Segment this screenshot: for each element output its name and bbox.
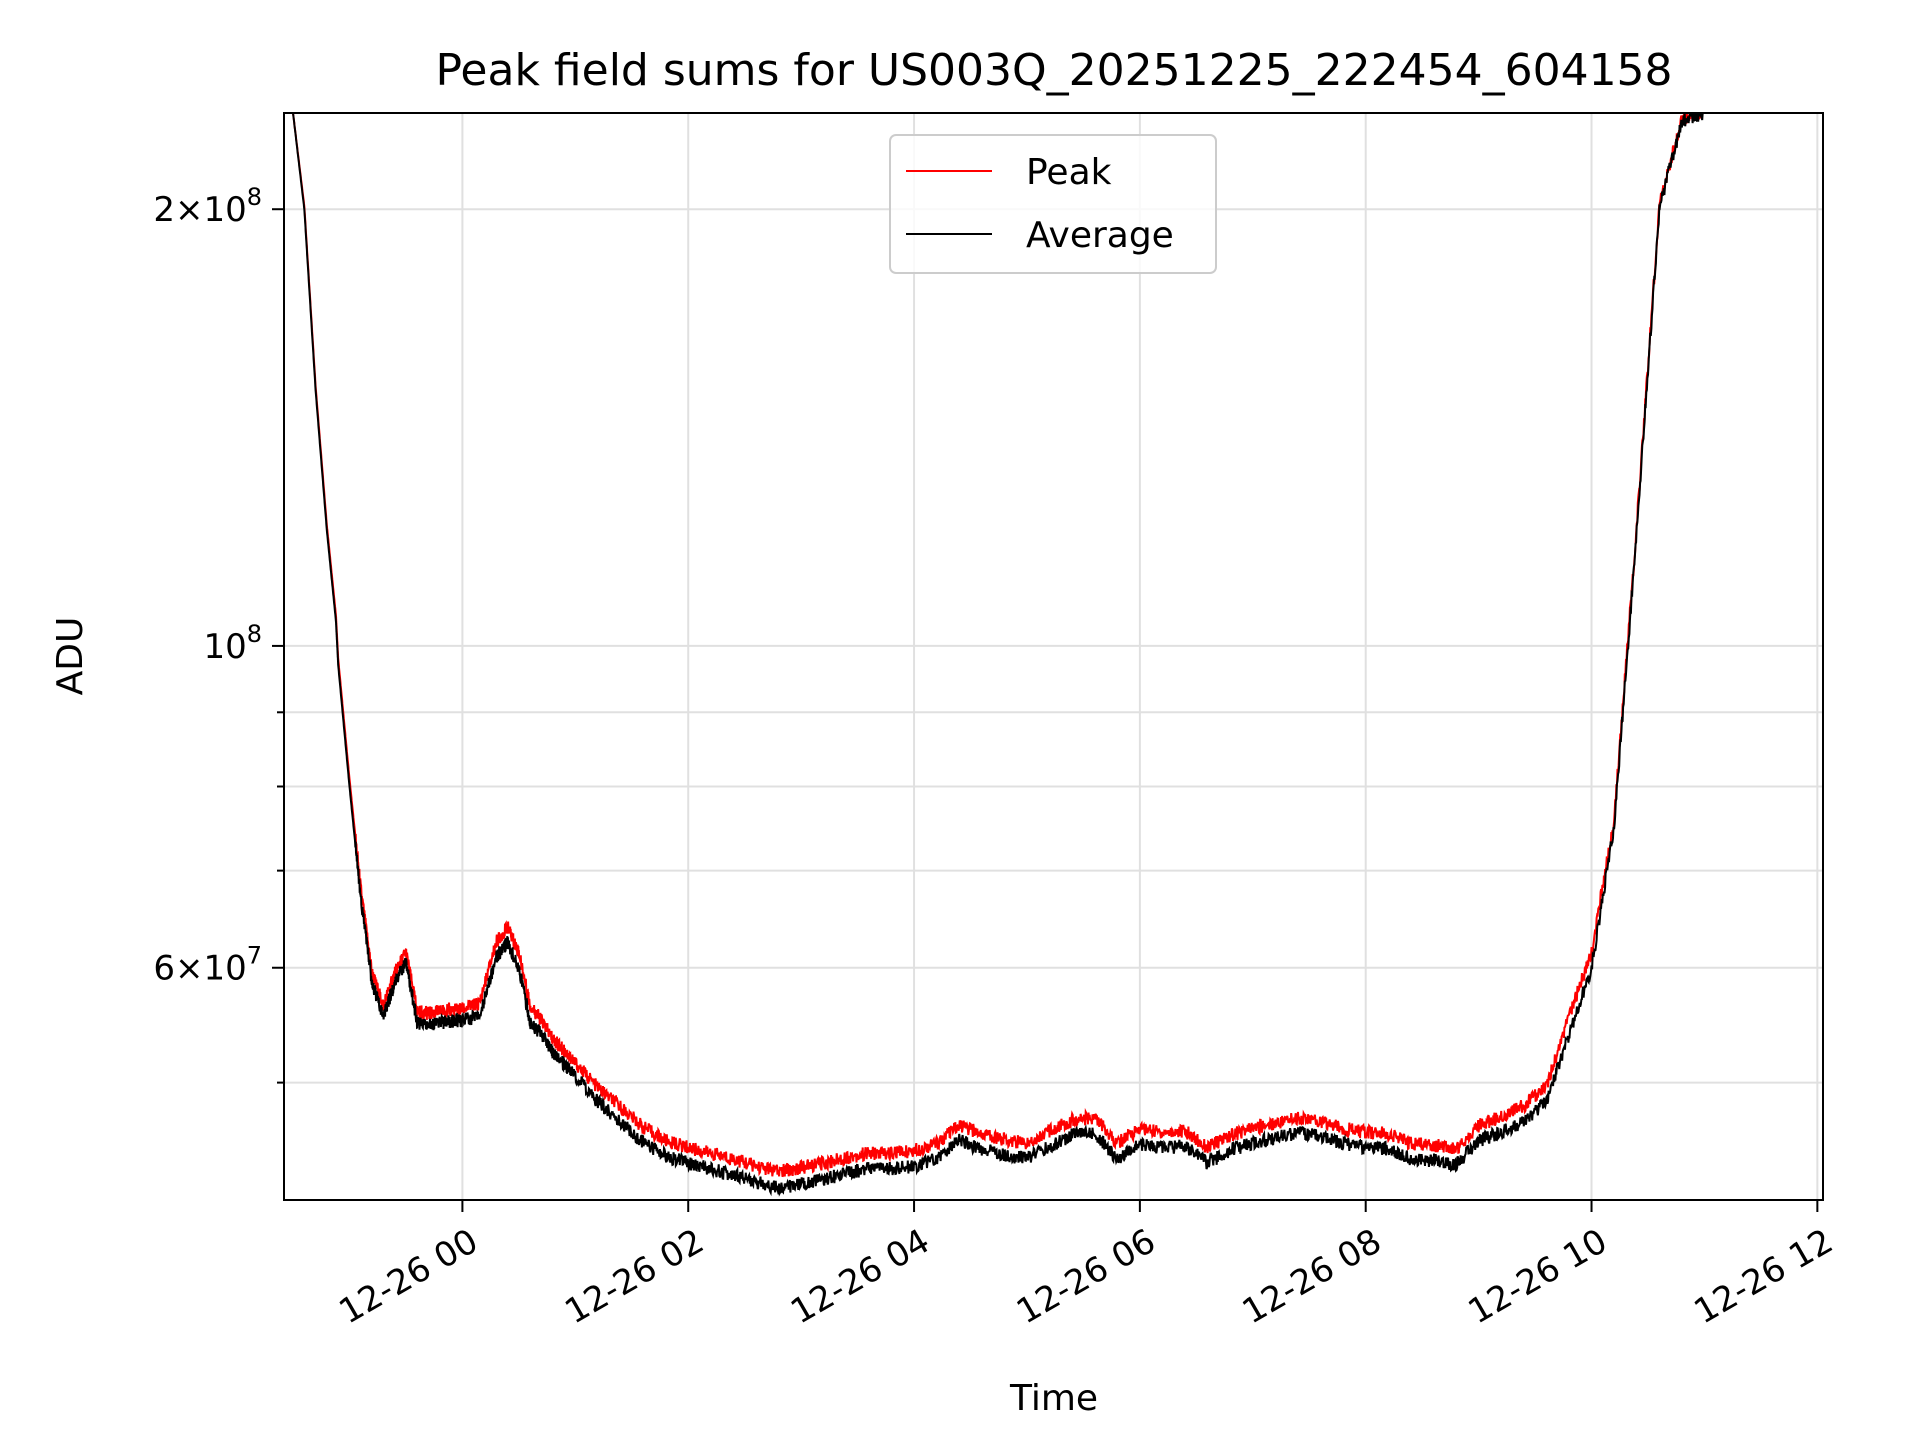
x-tick-label: 12-26 10	[1462, 1221, 1614, 1332]
series-line-peak	[284, 113, 1703, 1178]
plot-frame	[283, 112, 1824, 1201]
x-tick-label: 12-26 08	[1236, 1221, 1388, 1332]
x-tick-label: 12-26 06	[1010, 1221, 1162, 1332]
x-axis-label: Time	[1009, 1378, 1098, 1419]
chart-title: Peak field sums for US003Q_20251225_2224…	[435, 45, 1672, 96]
y-tick-base: 2×10	[153, 190, 246, 230]
y-tick-label: 2×108	[153, 183, 262, 230]
y-tick-base: 6×10	[153, 949, 246, 989]
x-axis: 12-26 00 12-26 02 12-26 04 12-26 06 12-26 08…	[333, 1200, 1840, 1332]
legend-box	[889, 134, 1217, 274]
x-tick-label: 12-26 00	[333, 1221, 485, 1332]
grid-lines	[284, 113, 1823, 1200]
y-tick-label: 108	[203, 620, 262, 667]
legend: Peak Average	[889, 134, 1217, 274]
series-layer	[284, 113, 1705, 1197]
legend-label-average: Average	[1026, 215, 1174, 256]
series-line-average	[284, 113, 1705, 1197]
y-tick-exponent: 7	[247, 942, 262, 970]
y-tick-exponent: 8	[247, 620, 262, 648]
y-tick-exponent: 8	[247, 183, 262, 211]
x-tick-label: 12-26 02	[558, 1221, 710, 1332]
x-tick-label: 12-26 04	[784, 1221, 936, 1332]
y-tick-label: 6×107	[153, 942, 262, 989]
y-tick-base: 10	[203, 627, 246, 667]
y-axis-label: ADU	[50, 617, 91, 696]
x-tick-label: 12-26 12	[1687, 1221, 1839, 1332]
legend-label-peak: Peak	[1026, 152, 1112, 193]
